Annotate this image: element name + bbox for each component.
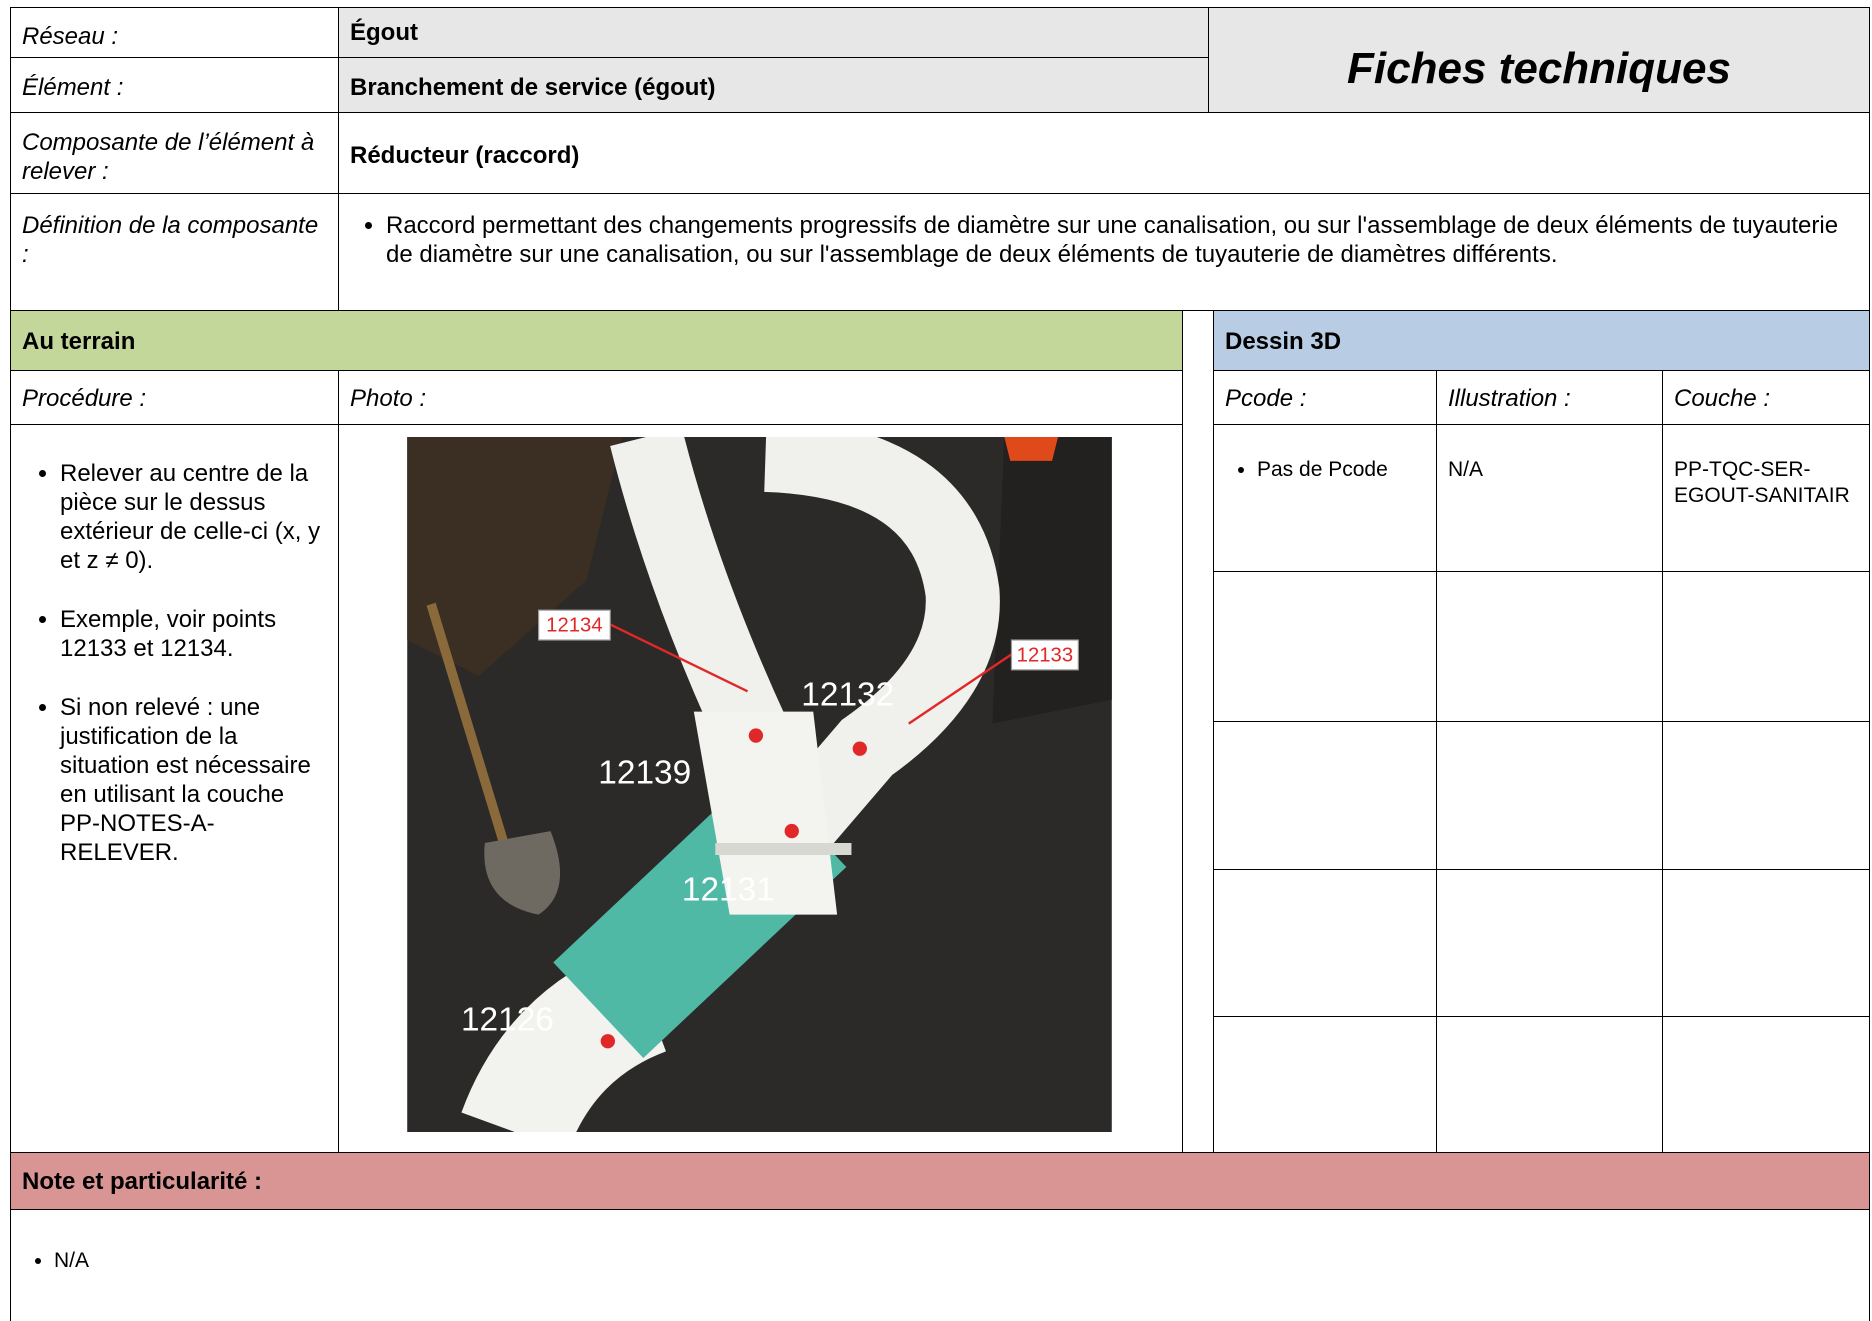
procedure-item: Si non relevé : une justification de la … [60,693,327,867]
photo-cell: 12134 12133 12132 12139 12131 12126 [338,424,1183,1153]
empty-cell [1213,869,1437,1017]
note-cell: N/A [10,1209,1870,1321]
empty-cell [1436,1016,1663,1153]
column-header: Couche : [1662,370,1870,425]
procedure-item: Exemple, voir points 12133 et 12134. [60,605,327,663]
couche-cell: PP-TQC-SER-EGOUT-SANITAIR [1662,424,1870,572]
photo-label-text: 12132 [801,677,894,714]
procedure-item: Relever au centre de la pièce sur le des… [60,459,327,575]
note-title: Note et particularité : [10,1152,1870,1210]
dessin-title: Dessin 3D [1213,310,1870,371]
photo-label-text: 12126 [461,1001,554,1038]
photo-label-text: 12133 [1017,645,1073,667]
empty-cell [1662,721,1870,870]
note-item: N/A [54,1248,1858,1274]
photo-label-text: 12131 [682,871,775,908]
column-header: Illustration : [1436,370,1663,425]
pcode-cell: Pas de Pcode [1213,424,1437,572]
definition-label: Définition de la composante : [10,193,339,311]
empty-cell [1436,571,1663,722]
terrain-title: Au terrain [10,310,1183,371]
illustration-cell: N/A [1436,424,1663,572]
photo-label-text: 12139 [598,754,691,791]
reseau-value: Égout [338,7,1209,58]
procedure-cell: Relever au centre de la pièce sur le des… [10,424,339,1153]
photo-label-text: 12134 [546,615,602,637]
separator [1182,310,1214,1153]
empty-cell [1662,571,1870,722]
photo-label: Photo : [338,370,1183,425]
empty-cell [1213,721,1437,870]
reseau-label: Réseau : [10,7,339,58]
photo: 12134 12133 12132 12139 12131 12126 [407,437,1112,1132]
composante-value: Réducteur (raccord) [338,112,1870,194]
empty-cell [1213,1016,1437,1153]
empty-cell [1436,721,1663,870]
empty-cell [1436,869,1663,1017]
empty-cell [1662,869,1870,1017]
element-label: Élément : [10,57,339,113]
element-value: Branchement de service (égout) [338,57,1209,113]
empty-cell [1662,1016,1870,1153]
procedure-label: Procédure : [10,370,339,425]
empty-cell [1213,571,1437,722]
definition-cell: Raccord permettant des changements progr… [338,193,1870,311]
composante-label: Composante de l’élément à relever : [10,112,339,194]
column-header: Pcode : [1213,370,1437,425]
definition-item: Raccord permettant des changements progr… [386,211,1858,269]
pcode: Pas de Pcode [1257,457,1425,483]
title: Fiches techniques [1208,7,1870,113]
